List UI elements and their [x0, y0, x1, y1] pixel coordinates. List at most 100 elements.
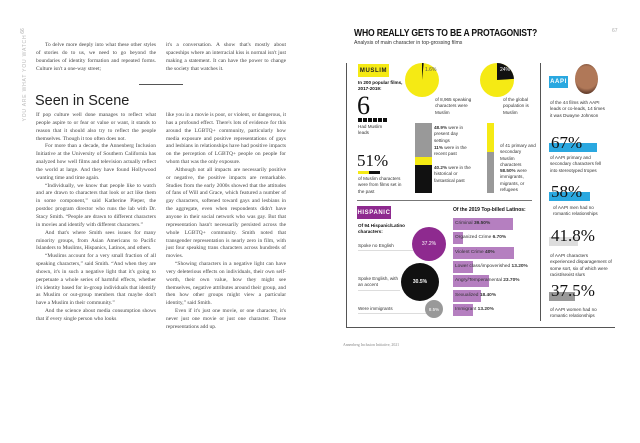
trope-value: 40% — [485, 249, 495, 255]
bubble-value: 30.5% — [412, 279, 428, 285]
body-paragraph: like you in a movie is poor, or violent,… — [166, 112, 286, 166]
bubble-spoke-no-english: 37.2% — [412, 227, 446, 261]
settings-value: 40.2% — [434, 165, 448, 170]
muslim-pies: 1.6% 24% — [405, 63, 514, 97]
muslim-past-text: of Muslim characters were from films set… — [358, 176, 402, 194]
settings-text-present: 48.9% were in present day settings — [434, 125, 472, 144]
pie-speaking-label: 1.6% — [425, 67, 437, 73]
trope-label: Criminal 39.50% — [455, 218, 490, 230]
infographic-frame — [346, 63, 615, 328]
trope-label: Angry/Temperamental 23.70% — [455, 275, 520, 287]
bubble-value: 37.2% — [421, 241, 437, 247]
aapi-stat-value: 58% — [551, 182, 583, 201]
infographic-title: WHO REALLY GETS TO BE A PROTAGONIST? — [354, 28, 538, 39]
settings-text: were in the recent past — [434, 145, 467, 157]
bubble-label: Spoke no English — [358, 243, 413, 252]
immigrants-segment — [487, 123, 494, 153]
page-number-right: 67 — [612, 28, 618, 34]
section-heading: Seen in Scene — [35, 93, 130, 109]
aapi-stat-text: of AAPI primary and secondary characters… — [550, 155, 602, 173]
bars-title: Of the 2019 Top-billed Latinos: — [453, 207, 526, 213]
settings-text-historical: 40.2% were in the historical or fantasti… — [434, 165, 472, 184]
aapi-label: AAPI — [549, 76, 568, 88]
hispanic-label: HISPANIC — [357, 206, 391, 219]
trope-name: Organized Crime — [455, 235, 493, 241]
intro-paragraph: it's a conversation. A show that's mostl… — [166, 42, 286, 72]
settings-value: 48.9% — [434, 125, 448, 130]
pie-population-label: 24% — [500, 67, 511, 73]
bubble-label: Spoke English, with an accent — [358, 276, 400, 291]
trope-value: 13.20% — [511, 263, 528, 269]
lead-square — [383, 118, 387, 122]
muslim-leads-squares — [358, 118, 387, 122]
settings-text-recent: 11% were in the recent past — [434, 145, 472, 158]
immigrants-pre: of 41 primary and secondary Muslim chara… — [500, 143, 536, 167]
aapi-intro: of the 44 films with AAPI leads or co-le… — [550, 100, 605, 118]
body-paragraph: “Muslims account for a very small fracti… — [36, 253, 156, 307]
trope-bar — [453, 232, 464, 245]
pie-population-text: of the global population is Muslim — [503, 97, 529, 115]
pie-speaking-slice — [422, 63, 424, 80]
aapi-stat-value: 41.8% — [551, 226, 595, 245]
immigrants-text: of 41 primary and secondary Muslim chara… — [500, 143, 536, 193]
immigrants-segment — [487, 152, 494, 193]
trope-name: Immigrant — [455, 306, 478, 312]
muslim-leads-number: 6 — [357, 91, 370, 120]
trope-label: Sexualized 18.40% — [455, 290, 496, 302]
trope-value: 39.50% — [473, 221, 491, 226]
trope-value: 6.70% — [492, 235, 507, 241]
immigrants-bar — [487, 123, 494, 193]
muslim-label: MUSLIM — [358, 64, 389, 77]
body-paragraph: If pop culture well done manages to refl… — [36, 112, 156, 142]
body-paragraph: Even if it's just one movie, or one char… — [166, 308, 286, 330]
infographic-subtitle: Analysis of main character in top-grossi… — [354, 40, 463, 46]
immigrants-post: were immigrants, migrants, or refugees — [500, 168, 527, 193]
trope-label: Violent Crime 40% — [455, 247, 495, 259]
aapi-stat-text: of AAPI characters experienced disparage… — [550, 253, 612, 277]
trope-bar — [453, 260, 474, 273]
body-paragraph: And the science about media consumption … — [36, 308, 156, 322]
section-divider — [139, 84, 183, 85]
trope-value: 23.70% — [503, 278, 520, 284]
pie-population-slice — [497, 63, 514, 80]
settings-segment — [415, 164, 432, 193]
muslim-past-percent: 51% — [357, 151, 389, 170]
trope-name: Sexualized — [455, 292, 480, 298]
source-credit: Annenberg Inclusion Initiative, 2021 — [343, 343, 400, 347]
body-paragraph: “Individually, we know that people like … — [36, 182, 156, 228]
bubble-label: Were immigrants — [358, 306, 428, 315]
settings-segment — [415, 157, 432, 165]
body-paragraph: Although not all impacts are necessarily… — [166, 166, 286, 260]
trope-bar — [453, 275, 490, 288]
immigrants-value: 58.50% — [500, 168, 516, 174]
aapi-stat-value: 37.5% — [551, 281, 595, 300]
trope-label: Organized Crime 6.70% — [455, 232, 506, 244]
trope-label: Immigrant 13.20% — [455, 304, 494, 316]
settings-segment — [415, 123, 432, 158]
muslim-leads-text: Had Muslim leads — [358, 124, 383, 136]
trope-name: Angry/Temperamental — [455, 278, 504, 284]
trope-name: Violent Crime — [455, 249, 486, 255]
muslim-past-bar — [358, 171, 380, 174]
body-paragraph: For more than a decade, the Annenberg In… — [36, 143, 156, 181]
trope-value: 13.20% — [477, 306, 494, 312]
trope-bar — [453, 289, 482, 302]
lead-square — [378, 118, 382, 122]
body-paragraph: “Showing characters in a negative light … — [166, 261, 286, 307]
lead-square — [373, 118, 377, 122]
aapi-bar-67 — [549, 143, 597, 152]
lead-square — [363, 118, 367, 122]
trope-bar — [453, 246, 515, 259]
trope-name: Criminal — [455, 221, 474, 226]
aapi-stat-value: 67% — [551, 133, 583, 152]
muslim-intro: In 200 popular films, 2017-2019: — [358, 80, 403, 92]
hispanic-intro: Of 94 Hispanic/Latino characters: — [358, 223, 405, 235]
trope-bar — [453, 218, 514, 230]
aapi-bar-58 — [549, 192, 590, 201]
aapi-stat-text: of AAPI men had no romantic relationship… — [553, 205, 598, 217]
lead-square — [368, 118, 372, 122]
settings-text: were in the historical or fantastical pa… — [434, 165, 471, 183]
aapi-divider — [540, 63, 541, 321]
aapi-bar-41 — [549, 237, 578, 246]
settings-text: were in present day settings — [434, 125, 464, 143]
